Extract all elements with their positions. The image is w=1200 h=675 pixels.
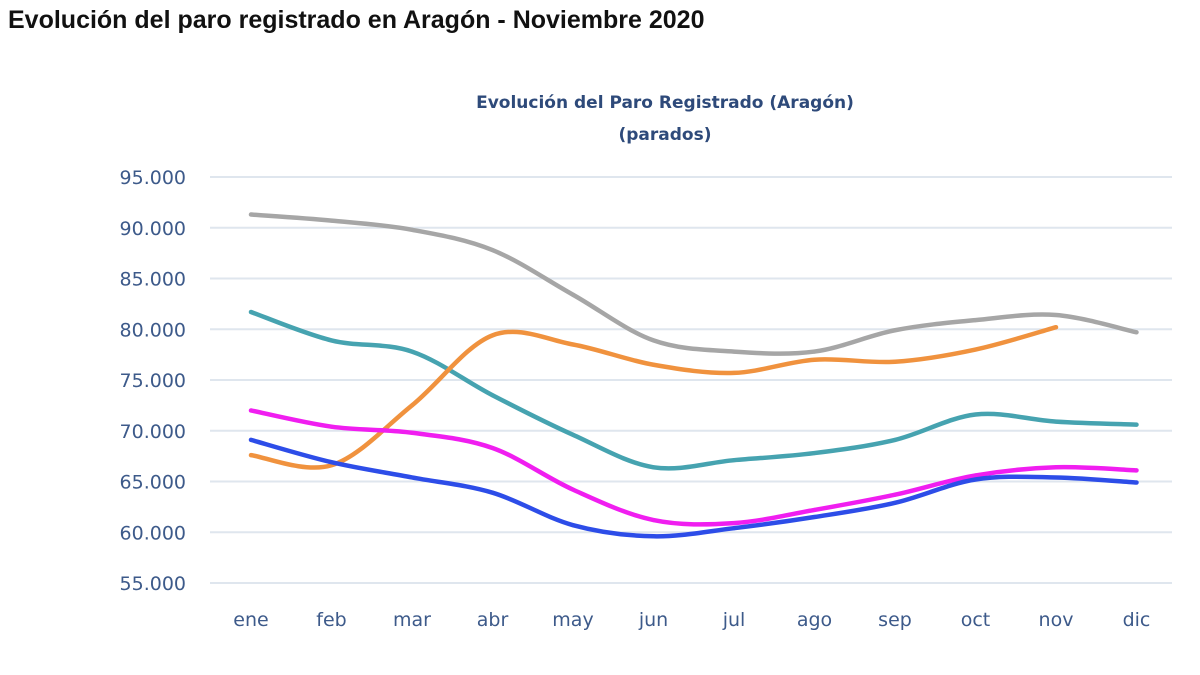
data-point bbox=[490, 248, 495, 253]
data-point bbox=[1054, 313, 1058, 318]
y-tick-label: 80.000 bbox=[120, 319, 186, 341]
chart-subtitle: (parados) bbox=[618, 125, 711, 145]
data-point bbox=[329, 218, 334, 223]
data-point bbox=[571, 487, 575, 492]
data-point bbox=[329, 424, 334, 429]
x-tick-label: mar bbox=[393, 609, 431, 631]
data-point bbox=[1134, 468, 1139, 473]
data-point bbox=[732, 349, 736, 354]
y-tick-label: 75.000 bbox=[120, 370, 186, 392]
x-tick-label: abr bbox=[477, 609, 509, 631]
data-point bbox=[812, 451, 817, 456]
data-point bbox=[410, 349, 414, 354]
data-point bbox=[571, 432, 575, 437]
data-point bbox=[410, 403, 414, 408]
series-line-3 bbox=[248, 324, 1059, 470]
data-point bbox=[1054, 419, 1058, 424]
data-point bbox=[571, 342, 575, 347]
y-tick-label: 85.000 bbox=[120, 269, 186, 291]
x-tick-label: jun bbox=[638, 609, 668, 631]
y-tick-label: 60.000 bbox=[120, 522, 186, 544]
data-point bbox=[1134, 422, 1139, 427]
x-tick-label: jul bbox=[722, 609, 746, 631]
data-point bbox=[651, 338, 656, 343]
y-tick-label: 65.000 bbox=[120, 472, 186, 494]
data-point bbox=[1134, 330, 1139, 335]
data-point bbox=[893, 437, 897, 442]
x-tick-label: dic bbox=[1123, 609, 1151, 631]
x-tick-label: ago bbox=[797, 609, 832, 631]
data-point bbox=[1134, 480, 1139, 485]
data-point bbox=[893, 359, 897, 364]
data-point bbox=[732, 526, 736, 531]
data-point bbox=[1054, 465, 1058, 470]
y-tick-label: 70.000 bbox=[120, 421, 186, 443]
data-point bbox=[329, 460, 334, 465]
y-tick-label: 90.000 bbox=[120, 218, 186, 240]
data-point bbox=[973, 412, 978, 417]
data-point bbox=[329, 338, 334, 343]
series-line-2 bbox=[248, 309, 1139, 471]
data-point bbox=[973, 473, 978, 478]
data-point bbox=[249, 453, 253, 458]
page-title: Evolución del paro registrado en Aragón … bbox=[8, 6, 705, 34]
data-point bbox=[732, 370, 736, 375]
x-tick-label: nov bbox=[1039, 609, 1074, 631]
data-point bbox=[973, 347, 978, 352]
data-point bbox=[973, 477, 978, 482]
series-line-1 bbox=[248, 212, 1139, 356]
y-tick-label: 95.000 bbox=[120, 167, 186, 189]
x-tick-label: ene bbox=[233, 609, 268, 631]
data-point bbox=[893, 492, 897, 497]
data-point bbox=[1054, 325, 1058, 330]
data-point bbox=[812, 515, 817, 520]
y-tick-label: 55.000 bbox=[120, 573, 186, 595]
data-point bbox=[490, 333, 495, 338]
data-point bbox=[651, 518, 656, 523]
data-point bbox=[410, 430, 414, 435]
data-point bbox=[1054, 475, 1058, 480]
x-tick-label: oct bbox=[961, 609, 991, 631]
data-point bbox=[410, 475, 414, 480]
data-point bbox=[973, 318, 978, 323]
data-point bbox=[812, 349, 817, 354]
data-point bbox=[893, 500, 897, 505]
data-point bbox=[893, 328, 897, 333]
data-point bbox=[571, 292, 575, 297]
chart-title: Evolución del Paro Registrado (Aragón) bbox=[476, 93, 854, 113]
data-point bbox=[812, 507, 817, 512]
data-point bbox=[651, 465, 656, 470]
data-point bbox=[249, 212, 253, 217]
data-point bbox=[249, 408, 253, 413]
data-point bbox=[490, 446, 495, 451]
data-point bbox=[812, 357, 817, 362]
x-tick-label: sep bbox=[878, 609, 912, 631]
data-point bbox=[651, 534, 656, 539]
data-point bbox=[249, 309, 253, 314]
data-point bbox=[732, 458, 736, 463]
data-point bbox=[651, 362, 656, 367]
data-point bbox=[490, 393, 495, 398]
x-tick-label: may bbox=[552, 609, 593, 631]
data-point bbox=[249, 437, 253, 442]
x-tick-label: feb bbox=[316, 609, 346, 631]
data-point bbox=[490, 490, 495, 495]
data-point bbox=[571, 523, 575, 528]
data-point bbox=[410, 227, 414, 232]
data-point bbox=[732, 521, 736, 526]
